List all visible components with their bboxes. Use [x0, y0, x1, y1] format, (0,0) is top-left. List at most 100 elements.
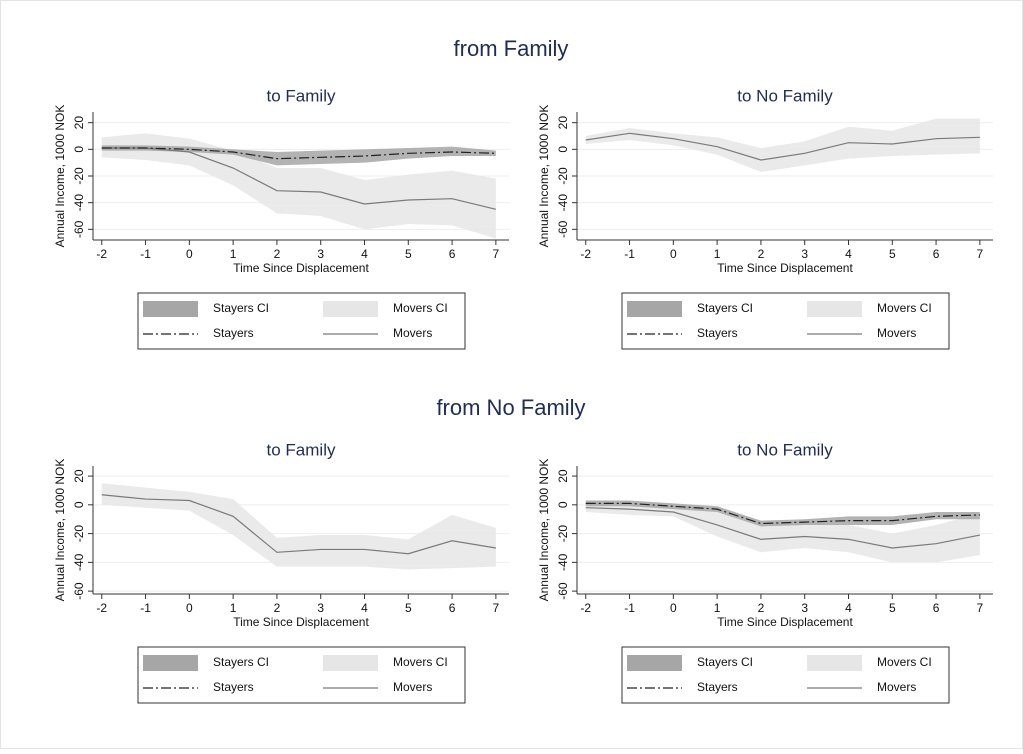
x-tick-label: -1 [624, 247, 635, 261]
x-tick-label: 0 [186, 601, 193, 615]
x-axis-title: Time Since Displacement [717, 615, 853, 629]
x-tick-label: 5 [889, 601, 896, 615]
x-tick-label: 7 [977, 247, 984, 261]
x-tick-label: -2 [580, 247, 591, 261]
series-line [101, 147, 496, 160]
y-tick-label: 20 [72, 116, 86, 130]
y-tick-label: -40 [556, 194, 570, 212]
x-tick-label: -1 [624, 601, 635, 615]
legend-label: Stayers [697, 326, 738, 340]
series-line [101, 147, 497, 210]
legend-label: Movers CI [393, 655, 448, 669]
x-tick-label: 4 [845, 247, 852, 261]
y-tick-label: -60 [556, 582, 570, 600]
y-tick-label: -60 [556, 220, 570, 238]
x-tick-label: 5 [405, 247, 412, 261]
x-tick-label: -2 [96, 601, 107, 615]
legend-label: Movers CI [393, 301, 448, 315]
x-tick-label: -1 [140, 247, 151, 261]
x-tick-label: 7 [493, 247, 500, 261]
chart-title: to No Family [737, 440, 833, 459]
x-tick-label: 4 [361, 601, 368, 615]
y-tick-label: -20 [72, 525, 86, 543]
x-tick-label: 3 [801, 247, 808, 261]
series-line [585, 132, 980, 161]
x-axis-title: Time Since Displacement [717, 261, 853, 275]
x-axis-title: Time Since Displacement [233, 615, 369, 629]
y-tick-label: -40 [72, 553, 86, 571]
y-axis-title: Annual Income, 1000 NOK [53, 105, 67, 248]
legend-swatch [627, 655, 682, 671]
y-axis-title: Annual Income, 1000 NOK [53, 459, 67, 602]
legend-label: Stayers CI [697, 655, 753, 669]
y-tick-label: -60 [72, 582, 86, 600]
y-tick-label: 0 [72, 501, 86, 508]
legend-swatch [627, 301, 682, 317]
y-tick-label: 0 [556, 501, 570, 508]
chart-title: to Family [267, 440, 336, 459]
chart-title: to No Family [737, 86, 833, 105]
chart-title: to Family [267, 86, 336, 105]
ci-band [101, 133, 496, 239]
x-tick-label: 2 [758, 247, 765, 261]
x-tick-label: -1 [140, 601, 151, 615]
x-tick-label: -2 [580, 601, 591, 615]
ci-band [585, 118, 980, 172]
y-tick-label: -60 [72, 220, 86, 238]
legend-label: Stayers CI [213, 301, 269, 315]
x-tick-label: 7 [493, 601, 500, 615]
y-axis-title: Annual Income, 1000 NOK [537, 459, 551, 602]
y-tick-label: -20 [72, 167, 86, 185]
x-tick-label: 3 [317, 601, 324, 615]
x-tick-label: 6 [933, 247, 940, 261]
x-tick-label: 3 [801, 601, 808, 615]
legend-label: Stayers CI [697, 301, 753, 315]
legend-label: Stayers [213, 326, 254, 340]
legend-swatch [807, 301, 862, 317]
x-tick-label: 4 [845, 601, 852, 615]
y-tick-label: 0 [556, 146, 570, 153]
x-axis-title: Time Since Displacement [233, 261, 369, 275]
y-tick-label: 20 [556, 469, 570, 483]
series-line [585, 507, 980, 549]
x-tick-label: 0 [670, 601, 677, 615]
x-tick-label: 6 [449, 247, 456, 261]
x-tick-label: 7 [977, 601, 984, 615]
x-tick-label: -2 [96, 247, 107, 261]
series-line [101, 494, 496, 555]
x-tick-label: 0 [670, 247, 677, 261]
x-tick-label: 2 [758, 601, 765, 615]
y-tick-label: -20 [556, 167, 570, 185]
y-tick-label: -40 [556, 553, 570, 571]
x-tick-label: 2 [274, 247, 281, 261]
legend-label: Movers CI [877, 655, 932, 669]
legend-swatch [807, 655, 862, 671]
legend-label: Movers [877, 326, 916, 340]
y-tick-label: -40 [72, 194, 86, 212]
legend-swatch [323, 301, 378, 317]
y-tick-label: 20 [556, 116, 570, 130]
y-axis-title: Annual Income, 1000 NOK [537, 105, 551, 248]
y-tick-label: -20 [556, 525, 570, 543]
legend-label: Stayers [697, 680, 738, 694]
legend-label: Stayers [213, 680, 254, 694]
x-tick-label: 1 [230, 601, 237, 615]
series-line [585, 502, 980, 525]
group-title: from Family [454, 36, 569, 61]
x-tick-label: 5 [889, 247, 896, 261]
x-tick-label: 6 [933, 601, 940, 615]
legend-label: Stayers CI [213, 655, 269, 669]
legend-swatch [143, 655, 198, 671]
legend-swatch [323, 655, 378, 671]
y-tick-label: 20 [72, 469, 86, 483]
x-tick-label: 4 [361, 247, 368, 261]
legend-label: Movers [877, 680, 916, 694]
legend-label: Movers [393, 680, 432, 694]
x-tick-label: 1 [714, 601, 721, 615]
x-tick-label: 1 [230, 247, 237, 261]
group-title: from No Family [436, 395, 585, 420]
legend-label: Movers CI [877, 301, 932, 315]
x-tick-label: 5 [405, 601, 412, 615]
